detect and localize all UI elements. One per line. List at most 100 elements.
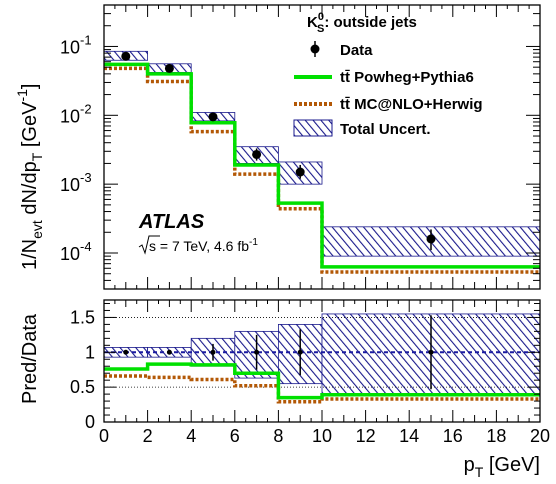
main-y-title-sup-c: -1 <box>14 89 30 102</box>
x-tick-label: 10 <box>312 426 332 446</box>
data-marker <box>252 149 262 159</box>
ratio-y-tick-label: 0.5 <box>70 377 95 397</box>
data-point <box>164 63 174 73</box>
ratio-y-axis-title: Pred/Data <box>19 313 41 404</box>
main-y-tick-label: 10-4 <box>60 239 92 264</box>
ratio-data-marker <box>254 349 260 355</box>
legend: K0 S: outside jets Data tt̄ Powheg+Pythia… <box>293 11 483 138</box>
ratio-data-points <box>123 315 434 390</box>
data-point <box>295 164 305 179</box>
ratio-data-marker <box>166 349 172 355</box>
x-tick-label: 18 <box>486 426 506 446</box>
main-y-tick-label: 10-2 <box>60 101 92 126</box>
x-tick-label: 6 <box>230 426 240 446</box>
main-y-tick-exponent: -1 <box>80 32 92 47</box>
main-y-title-part-c: [GeV <box>19 101 41 153</box>
ratio-reference-lines <box>104 317 540 388</box>
ratio-data-point <box>428 315 434 390</box>
x-tick-label: 8 <box>273 426 283 446</box>
main-y-tick-exponent: -4 <box>80 239 92 254</box>
legend-data-label: Data <box>340 42 373 59</box>
energy-label: s = 7 TeV, 4.6 fb-1 <box>138 235 258 255</box>
data-point <box>426 229 436 251</box>
atlas-label: ATLAS <box>138 211 205 233</box>
ratio-data-marker <box>210 349 216 355</box>
ratio-data-point <box>166 349 172 355</box>
x-title-unit: [GeV] <box>483 454 540 476</box>
legend-mcnlo-text: MC@NLO+Herwig <box>350 96 483 113</box>
main-y-tick-base: 10 <box>60 175 80 195</box>
legend-title: K0 S: outside jets <box>307 11 417 35</box>
powheg-step-line <box>104 62 540 269</box>
x-tick-label: 20 <box>530 426 550 446</box>
x-title-p: p <box>464 454 475 476</box>
main-panel: 10-110-210-310-4 1/Nevt dN/dpT [GeV-1] A… <box>14 4 541 290</box>
ratio-y-tick-label: 1 <box>85 342 95 362</box>
energy-sup: -1 <box>249 237 258 248</box>
main-y-tick-exponent: -3 <box>80 170 92 185</box>
main-y-title-sub-a: evt <box>29 220 45 239</box>
x-tick-label: 0 <box>99 426 109 446</box>
legend-entry-mcnlo: tt̄ MC@NLO+Herwig <box>294 96 483 113</box>
main-y-title-part-d: ] <box>19 84 41 90</box>
main-y-tick-base: 10 <box>60 244 80 264</box>
sqrt-symbol <box>138 235 160 255</box>
legend-entry-uncert: Total Uncert. <box>293 119 431 138</box>
main-y-tick-label: 10-1 <box>60 32 92 57</box>
ratio-data-marker <box>428 349 434 355</box>
main-y-title-part-a: 1/N <box>19 239 41 270</box>
legend-title-sub: S <box>317 23 324 35</box>
legend-data-marker <box>310 44 320 54</box>
legend-powheg-text: Powheg+Pythia6 <box>350 69 474 86</box>
ratio-y-ticks: 0 0.5 1 1.5 <box>70 302 540 432</box>
ratio-mcnlo-step-line <box>104 374 540 404</box>
data-marker <box>121 51 131 61</box>
ratio-y-tick-label: 0 <box>85 412 95 432</box>
main-y-tick-label: 10-3 <box>60 170 92 195</box>
ratio-panel: 0 0.5 1 1.5 0 2 4 6 8 10 12 14 16 18 20 Pred/Data pT … <box>19 299 550 480</box>
x-tick-label: 16 <box>443 426 463 446</box>
data-marker <box>208 112 218 122</box>
legend-powheg-label: tt̄ Powheg+Pythia6 <box>340 69 474 86</box>
data-points-layer <box>121 51 436 251</box>
main-x-ticks <box>103 5 541 289</box>
main-y-title-sub-b: T <box>29 152 45 161</box>
energy-value: = 7 TeV, 4.6 fb <box>156 238 249 254</box>
ratio-data-marker <box>123 349 129 355</box>
ratio-data-point <box>123 349 129 355</box>
ratio-data-point <box>297 329 303 376</box>
legend-uncert-label: Total Uncert. <box>340 121 431 138</box>
main-y-axis-title: 1/Nevt dN/dpT [GeV-1] <box>14 84 45 270</box>
data-point <box>208 112 218 122</box>
legend-uncert-swatch <box>293 119 333 137</box>
legend-powheg-tt: tt̄ <box>340 69 350 86</box>
x-tick-label: 4 <box>186 426 196 446</box>
legend-entry-data: Data <box>310 41 373 59</box>
ratio-data-marker <box>297 349 303 355</box>
main-y-tick-exponent: -2 <box>80 101 92 116</box>
main-y-title-part-b: dN/dp <box>19 161 41 220</box>
energy-text: s = 7 TeV, 4.6 fb-1 <box>149 237 258 254</box>
energy-s: s <box>149 238 156 254</box>
ratio-y-tick-label: 1.5 <box>70 307 95 327</box>
legend-mcnlo-tt: tt̄ <box>340 96 350 113</box>
ratio-prediction-lines <box>104 362 540 404</box>
data-marker <box>295 167 305 177</box>
x-axis-title: pT [GeV] <box>464 454 540 480</box>
x-tick-label: 14 <box>399 426 419 446</box>
x-tick-label: 2 <box>143 426 153 446</box>
legend-title-rest: : outside jets <box>324 14 417 31</box>
x-title-sub: T <box>475 464 484 480</box>
ratio-x-ticks: 0 2 4 6 8 10 12 14 16 18 20 <box>99 300 550 446</box>
main-y-tick-base: 10 <box>60 37 80 57</box>
ratio-data-point <box>210 343 216 361</box>
data-point <box>121 51 131 61</box>
data-marker <box>164 63 174 73</box>
prediction-lines-layer <box>104 62 540 274</box>
legend-title-sup: 0 <box>318 11 324 23</box>
ratio-powheg-step-line <box>104 362 540 400</box>
ratio-data-point <box>254 334 260 370</box>
data-marker <box>426 234 436 244</box>
legend-title-k: K <box>307 14 318 31</box>
